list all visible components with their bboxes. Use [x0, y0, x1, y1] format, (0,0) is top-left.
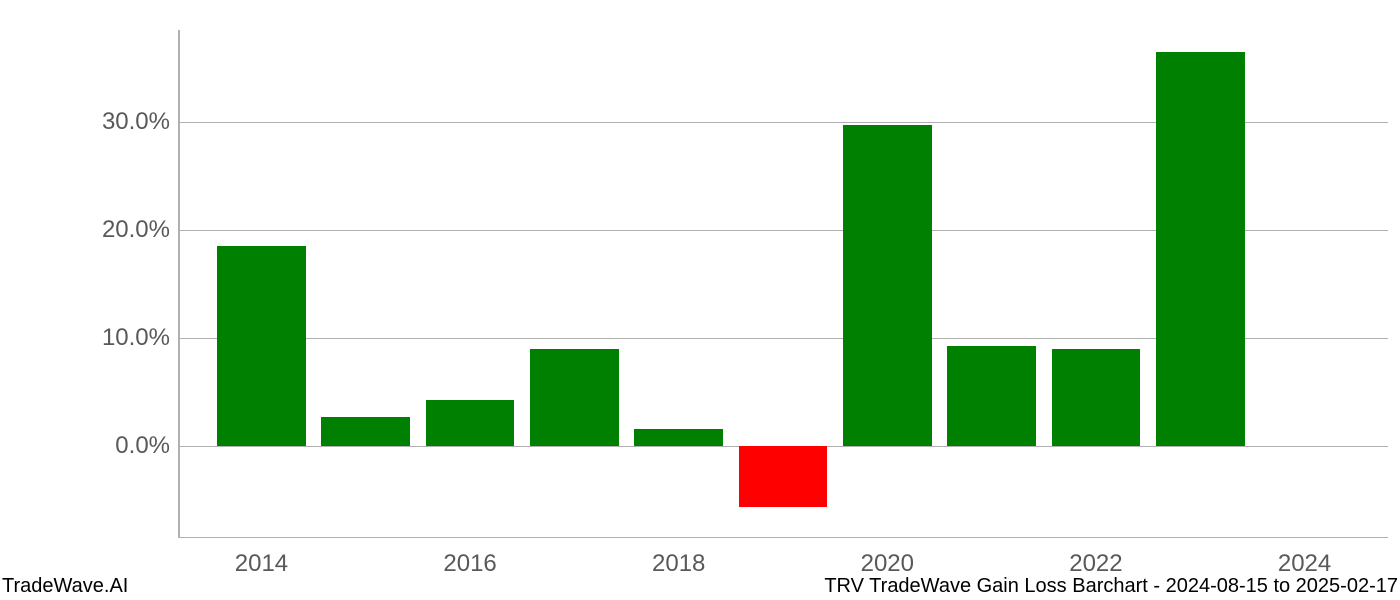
- x-tick-label: 2024: [1278, 550, 1331, 578]
- x-tick-label: 2018: [652, 550, 705, 578]
- y-tick-label: 20.0%: [102, 216, 170, 244]
- footer-right-text: TRV TradeWave Gain Loss Barchart - 2024-…: [822, 575, 1400, 600]
- x-tick-label: 2016: [443, 550, 496, 578]
- bar: [947, 346, 1036, 447]
- plot-area: 0.0%10.0%20.0%30.0%201420162018202020222…: [178, 30, 1388, 538]
- y-tick-label: 10.0%: [102, 324, 170, 352]
- bar: [739, 446, 828, 507]
- bar: [843, 125, 932, 446]
- bar: [426, 400, 515, 446]
- y-tick-label: 30.0%: [102, 108, 170, 136]
- x-tick-label: 2020: [861, 550, 914, 578]
- bar: [1052, 349, 1141, 446]
- bar: [1156, 52, 1245, 447]
- x-tick-label: 2014: [235, 550, 288, 578]
- bar: [321, 417, 410, 446]
- footer-left-text: TradeWave.AI: [0, 575, 130, 600]
- chart-container: 0.0% 10.0% 20.0% 30.0% 2014 2016 2018 2020 2022 2…: [0, 0, 1400, 600]
- bar: [634, 429, 723, 446]
- x-tick-label: 2022: [1069, 550, 1122, 578]
- y-axis-line: [178, 30, 180, 538]
- bar: [530, 349, 619, 446]
- y-tick-label: 0.0%: [115, 432, 170, 460]
- bar: [217, 246, 306, 446]
- x-axis-line: [178, 537, 1388, 539]
